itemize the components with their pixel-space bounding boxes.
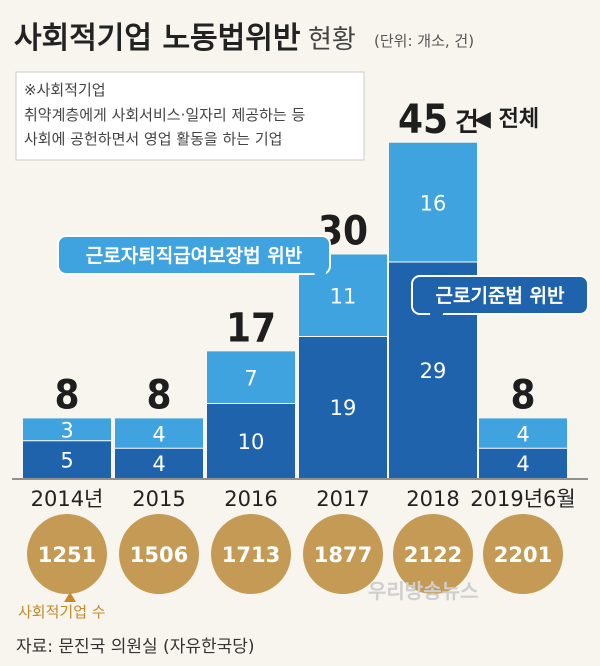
chart-subtitle: 현황: [308, 25, 356, 55]
bar-labor-3: [299, 336, 387, 478]
bar-labor-2: [207, 403, 295, 478]
note-box: ※사회적기업 취약계층에게 사회서비스·일자리 제공하는 등 사회에 공헌하면서…: [15, 71, 365, 161]
category-label-4: 2018: [406, 487, 459, 511]
bar-retirement-5: [479, 418, 567, 449]
bar-labor-label-5: 4: [516, 452, 529, 476]
enterprise-count-4: 2122: [404, 543, 462, 567]
enterprise-circle-5: [483, 514, 563, 594]
bar-retirement-label-2: 7: [244, 366, 257, 390]
callout-labor-text: 근로기준법 위반: [436, 285, 565, 307]
bar-total-0: 8: [54, 372, 79, 418]
bar-retirement-label-5: 4: [516, 422, 529, 446]
bar-labor-label-1: 4: [152, 452, 165, 476]
enterprise-circle-1: [119, 514, 199, 594]
watermark: 우리방송뉴스: [368, 579, 478, 603]
bar-total-5: 8: [510, 372, 535, 418]
bar-retirement-label-0: 3: [60, 419, 73, 443]
category-labels: 2014년 2015 2016 2017 2018 2019년6월: [31, 487, 576, 511]
bar-labor-label-3: 19: [330, 396, 357, 420]
total-marker: ◀ 전체: [474, 107, 539, 132]
callout-labor: 근로기준법 위반: [411, 275, 589, 336]
bar-total-4: 45: [398, 97, 448, 143]
enterprise-count-1: 1506: [130, 543, 188, 567]
enterprise-circle-3: [303, 514, 383, 594]
source-note: 자료: 문진국 의원실 (자유한국당): [16, 637, 255, 657]
bar-labor-0: [23, 440, 111, 478]
category-label-3: 2017: [316, 487, 369, 511]
enterprise-circle-4: [393, 514, 473, 594]
unit-label: (단위: 개소, 건): [374, 32, 474, 50]
enterprise-count-2: 1713: [222, 543, 280, 567]
bar-labor-label-2: 10: [238, 430, 265, 454]
category-label-0: 2014년: [31, 487, 104, 511]
circle-caption: 사회적기업 수: [18, 603, 106, 621]
bar-total-1: 8: [146, 372, 171, 418]
caption-arrow-icon: [64, 592, 76, 602]
bar-labor-label-4: 29: [420, 359, 447, 383]
category-label-1: 2015: [132, 487, 185, 511]
enterprise-count-0: 1251: [38, 543, 96, 567]
bar-total-2: 17: [226, 305, 276, 351]
enterprise-count-3: 1877: [314, 543, 372, 567]
enterprise-circles: 1251 1506 1713 1877 2122 2201: [27, 514, 563, 594]
bar-retirement-label-3: 11: [330, 284, 357, 308]
callout-retirement: 근로자퇴직급여보장법 위반: [57, 235, 331, 296]
enterprise-circle-2: [211, 514, 291, 594]
note-line-1: 취약계층에게 사회서비스·일자리 제공하는 등: [24, 106, 305, 124]
enterprise-count-5: 2201: [494, 543, 552, 567]
enterprise-circle-0: [27, 514, 107, 594]
category-label-2: 2016: [224, 487, 277, 511]
bar-retirement-0: [23, 418, 111, 441]
bar-retirement-1: [115, 418, 203, 449]
bar-retirement-label-1: 4: [152, 422, 165, 446]
bar-retirement-label-4: 16: [420, 191, 447, 215]
bar-retirement-2: [207, 351, 295, 404]
note-line-2: 사회에 공헌하면서 영업 활동을 하는 기업: [24, 130, 282, 148]
bar-labor-1: [115, 448, 203, 478]
bar-labor-5: [479, 448, 567, 478]
callout-retirement-text: 근로자퇴직급여보장법 위반: [86, 245, 303, 267]
bar-total-suffix: 건: [455, 108, 479, 138]
note-heading: ※사회적기업: [24, 81, 106, 99]
chart-title: 사회적기업 노동법위반: [14, 21, 301, 56]
bar-retirement-4: [389, 142, 477, 262]
category-label-5: 2019년6월: [470, 487, 575, 511]
bar-labor-label-0: 5: [60, 448, 73, 472]
